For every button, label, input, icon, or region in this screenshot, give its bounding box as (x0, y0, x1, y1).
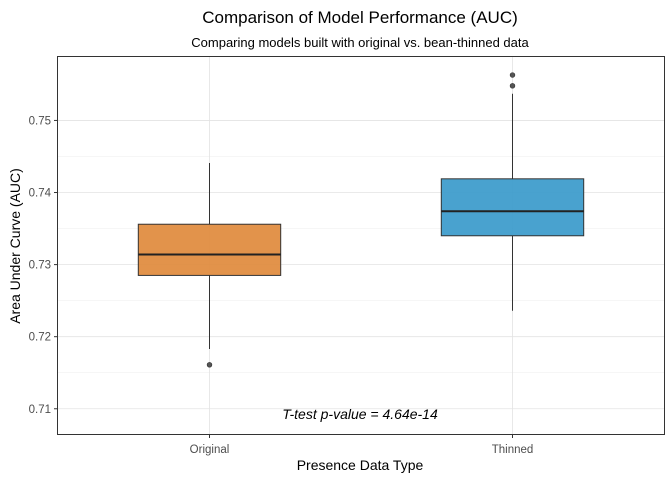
x-tick-label: Original (190, 444, 230, 456)
outlier-point (509, 72, 516, 78)
x-tick-label: Thinned (492, 444, 534, 456)
chart-subtitle: Comparing models built with original vs.… (191, 35, 529, 50)
outlier-point (206, 362, 213, 368)
outlier-point (509, 83, 516, 89)
y-tick-label: 0.71 (29, 404, 51, 416)
box-series (137, 72, 585, 368)
y-axis-title: Area Under Curve (AUC) (7, 168, 23, 324)
x-axis-ticks: Original Thinned (190, 434, 534, 456)
y-axis-ticks: 0.71 0.72 0.73 0.74 0.75 (29, 115, 58, 416)
x-axis-title: Presence Data Type (297, 457, 424, 473)
y-tick-label: 0.72 (29, 332, 51, 344)
y-tick-label: 0.74 (29, 188, 52, 200)
box-original (137, 162, 282, 368)
box-iqr (440, 178, 585, 237)
chart-title: Comparison of Model Performance (AUC) (202, 8, 518, 27)
t-test-annotation: T-test p-value = 4.64e-14 (282, 406, 438, 422)
y-tick-label: 0.75 (29, 115, 51, 127)
box-thinned (440, 72, 585, 311)
y-tick-label: 0.73 (29, 260, 51, 272)
box-iqr (137, 223, 282, 276)
plot-panel-border (57, 56, 665, 435)
